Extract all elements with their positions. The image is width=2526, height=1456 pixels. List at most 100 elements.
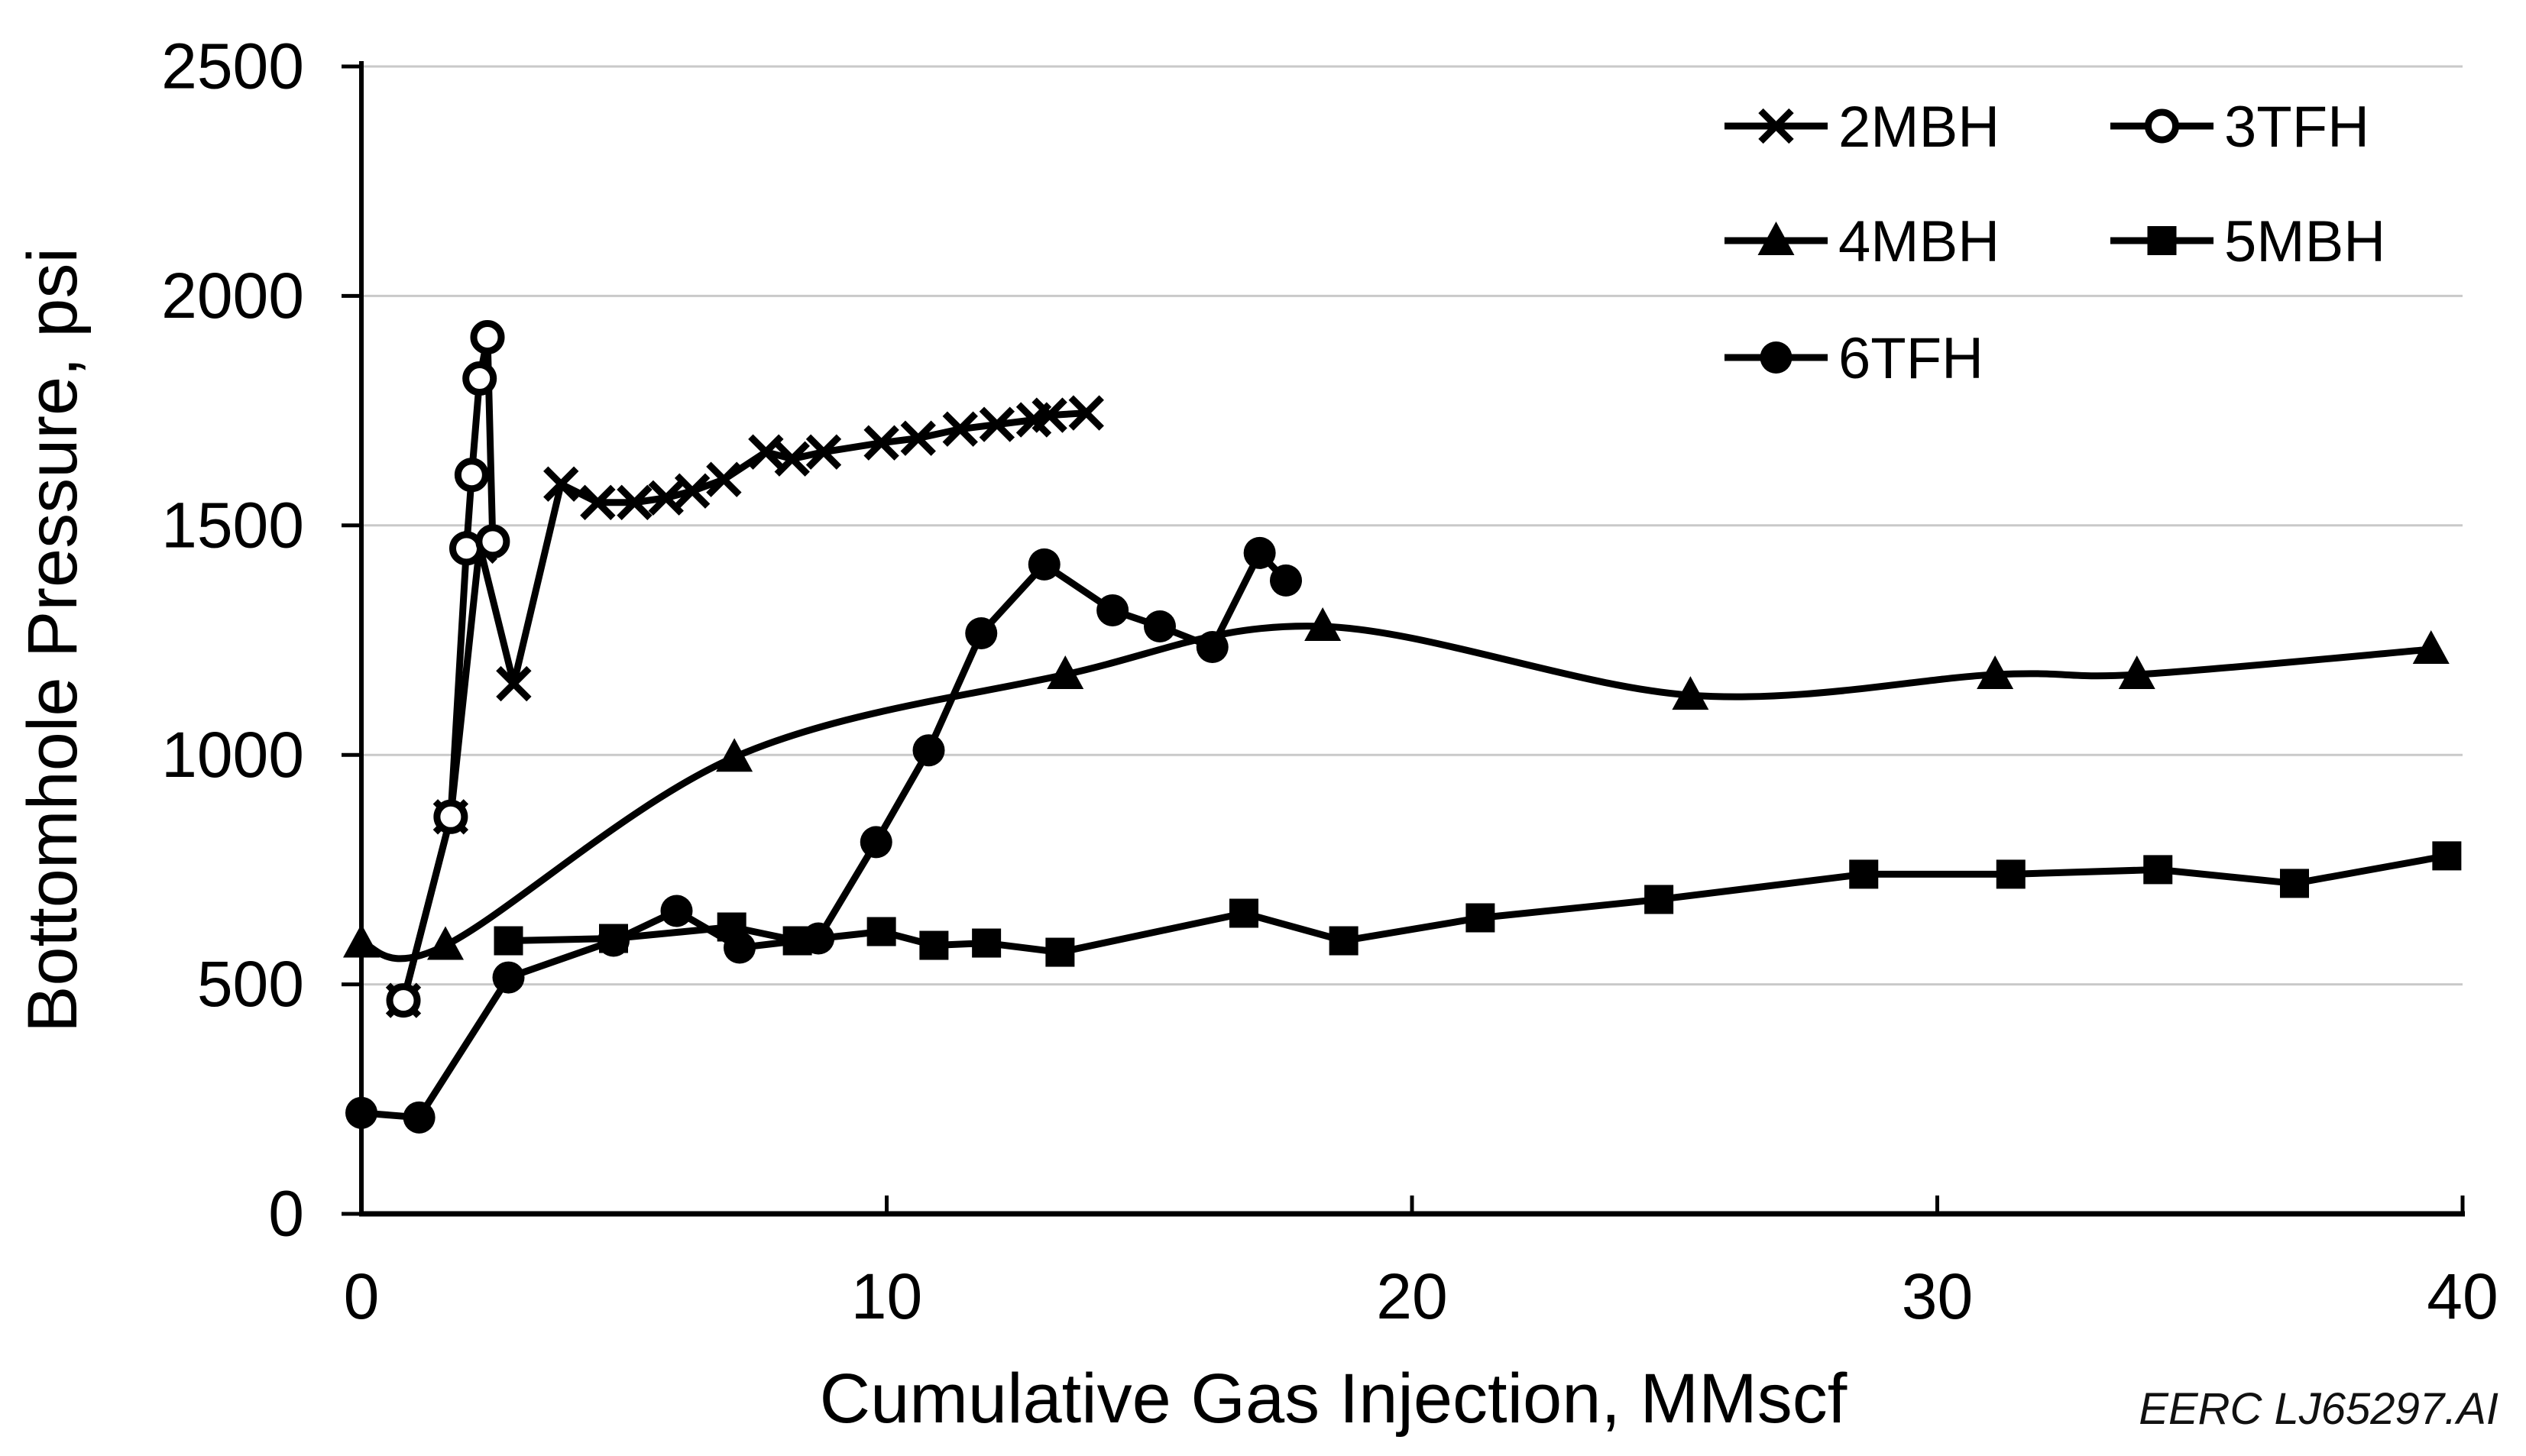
- x-tick-label-0: 0: [344, 1260, 380, 1332]
- square-marker: [1996, 859, 2026, 889]
- series-layer: [343, 319, 2462, 1134]
- legend-item-2MBH: 2MBH: [1724, 95, 2000, 160]
- legend: 2MBH 3TFH 4MBH 5MBH 6TFH: [1724, 95, 2385, 391]
- y-tick-label-500: 500: [197, 948, 304, 1020]
- series-6TFH-line: [358, 549, 1290, 1121]
- x-marker: [1068, 395, 1104, 431]
- x-marker: [543, 466, 579, 502]
- circle-marker: [1270, 564, 1302, 597]
- axes: [342, 61, 2465, 1217]
- x-marker: [942, 411, 978, 447]
- series-4MBH: [343, 607, 2450, 963]
- legend-label-5MBH: 5MBH: [2224, 209, 2385, 274]
- circle-marker: [492, 961, 525, 994]
- square-marker: [494, 926, 523, 956]
- series-4MBH-markers: [343, 607, 2450, 960]
- x-tick-label-10: 10: [851, 1260, 922, 1332]
- circle-marker: [802, 922, 835, 955]
- square-marker: [1329, 926, 1359, 956]
- triangle-marker: [1304, 607, 1342, 641]
- series-6TFH: [345, 536, 1302, 1134]
- square-marker: [1045, 937, 1075, 967]
- square-marker: [1465, 903, 1495, 933]
- triangle-marker: [1672, 676, 1709, 710]
- circle-marker: [660, 895, 693, 927]
- x-marker: [1758, 108, 1794, 144]
- series-5MBH-markers: [494, 841, 2462, 967]
- x-marker: [900, 420, 936, 456]
- x-tick-label-40: 40: [2427, 1260, 2498, 1332]
- circle-marker: [1144, 610, 1176, 642]
- legend-label-2MBH: 2MBH: [1838, 95, 2000, 160]
- x-marker: [748, 434, 784, 470]
- legend-item-3TFH: 3TFH: [2110, 95, 2369, 160]
- circle-marker: [1243, 536, 1276, 569]
- circle-marker: [965, 616, 998, 649]
- x-marker: [863, 425, 899, 461]
- x-marker: [617, 484, 653, 520]
- y-tick-label-0: 0: [268, 1178, 304, 1250]
- triangle-marker: [2412, 630, 2450, 665]
- circle-marker: [345, 1096, 377, 1129]
- legend-item-5MBH: 5MBH: [2110, 209, 2385, 274]
- open-circle-marker: [433, 799, 468, 834]
- tick-labels: 0 500 1000 1500 2000 2500 0 10 20 30 40: [161, 31, 2498, 1332]
- series-3TFH-line: [400, 333, 497, 1005]
- legend-label-6TFH: 6TFH: [1838, 326, 1984, 391]
- series-3TFH: [386, 319, 510, 1018]
- open-circle-marker: [454, 458, 489, 493]
- watermark-label: EERC LJ65297.AI: [2139, 1384, 2498, 1434]
- square-marker: [919, 930, 949, 960]
- triangle-marker: [1047, 655, 1084, 690]
- gridlines: [361, 65, 2463, 986]
- y-tick-label-1000: 1000: [161, 719, 304, 791]
- circle-marker: [403, 1101, 436, 1134]
- series-2MBH-markers: [385, 395, 1104, 1018]
- series-5MBH: [494, 841, 2462, 967]
- circle-marker: [912, 734, 945, 767]
- x-marker: [1031, 397, 1067, 433]
- triangle-marker: [1757, 222, 1795, 255]
- legend-item-6TFH: 6TFH: [1724, 326, 1984, 391]
- square-marker: [2143, 855, 2173, 885]
- y-axis-title: Bottomhole Pressure, psi: [14, 248, 92, 1033]
- series-2MBH: [385, 395, 1104, 1018]
- circle-marker: [724, 931, 756, 964]
- open-circle-marker: [475, 524, 510, 559]
- square-marker: [2280, 869, 2309, 898]
- square-marker: [1229, 898, 1258, 928]
- triangle-marker: [716, 738, 753, 772]
- circle-marker: [860, 826, 892, 859]
- circle-marker: [1096, 594, 1129, 626]
- square-marker: [866, 917, 896, 946]
- x-marker: [706, 461, 742, 497]
- triangle-marker: [343, 924, 380, 958]
- circle-marker: [597, 924, 630, 957]
- x-marker: [774, 441, 810, 477]
- open-circle-marker: [2145, 108, 2179, 144]
- series-2MBH-line: [400, 409, 1090, 1005]
- triangle-marker: [2118, 655, 2155, 690]
- circle-marker: [1028, 548, 1061, 581]
- legend-label-4MBH: 4MBH: [1838, 209, 2000, 274]
- x-marker: [674, 473, 711, 509]
- square-marker: [2432, 841, 2462, 871]
- x-marker: [580, 484, 616, 520]
- series-3TFH-markers: [386, 319, 510, 1018]
- x-marker: [496, 665, 532, 702]
- square-marker: [972, 928, 1002, 958]
- x-axis-title: Cumulative Gas Injection, MMscf: [820, 1360, 1848, 1438]
- square-marker: [1644, 885, 1674, 914]
- square-marker: [2147, 226, 2177, 255]
- series-6TFH-markers: [345, 536, 1302, 1134]
- y-tick-label-1500: 1500: [161, 489, 304, 561]
- legend-item-4MBH: 4MBH: [1724, 209, 2000, 274]
- triangle-marker: [427, 926, 464, 960]
- circle-marker: [1196, 631, 1229, 664]
- open-circle-marker: [470, 319, 505, 354]
- legend-label-3TFH: 3TFH: [2224, 95, 2369, 160]
- triangle-marker: [1977, 655, 2014, 690]
- y-tick-label-2500: 2500: [161, 31, 304, 102]
